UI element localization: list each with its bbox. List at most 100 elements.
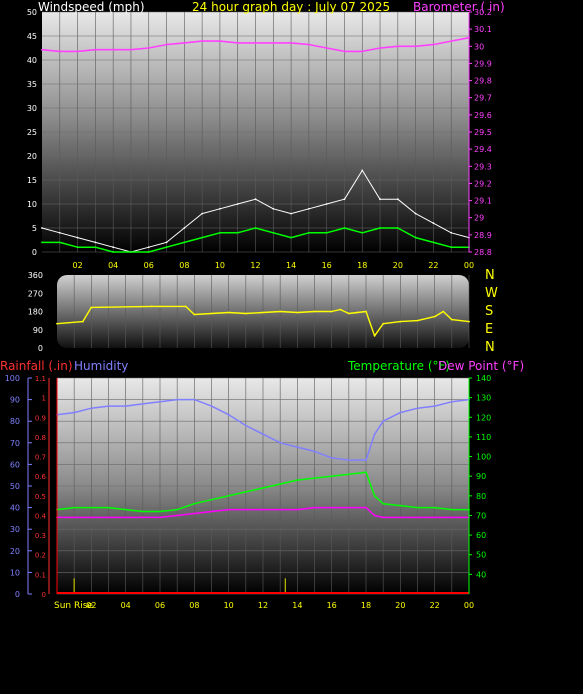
dewpoint-line-point (141, 516, 144, 519)
humidity-line-point (296, 446, 299, 449)
barometer-line-point (290, 41, 292, 44)
humidity-line-point (433, 405, 436, 407)
dewpoint-line-point (176, 514, 179, 517)
temp-xtick-label: 18 (361, 601, 371, 610)
temp-xtick-label: 06 (155, 601, 165, 610)
temperature-line-point (159, 510, 161, 513)
temperature-axis-title: Temperature (°F) (347, 359, 450, 373)
barometer-line-point (254, 41, 257, 44)
wind-xtick-label: 06 (144, 261, 154, 270)
wind-avg-line-point (201, 236, 204, 239)
wind-avg-line-point (450, 246, 453, 249)
wind-xtick-label: 22 (428, 261, 438, 270)
temperature-line-point (279, 483, 282, 485)
wind-direction-line-point (296, 311, 299, 314)
dir-ytick-label: 90 (33, 326, 43, 335)
humidity-line-point (107, 405, 110, 407)
rain-ytick-label: 0.1 (35, 571, 46, 579)
temp-ytick-label: 80 (476, 492, 486, 501)
barometer-line-point (219, 40, 221, 43)
temperature-line-point (399, 504, 402, 507)
temperature-line-point (365, 471, 367, 474)
rain-ytick-label: 0.3 (35, 532, 46, 540)
dewpoint-line-point (382, 516, 385, 519)
humidity-ytick-label: 70 (10, 439, 20, 448)
humidity-line-point (399, 411, 402, 414)
baro-ytick-label: 29.9 (474, 59, 492, 68)
wind-direction-line-point (399, 320, 402, 323)
temp-xtick-label: 14 (292, 601, 302, 610)
temp-xtick-label: 20 (395, 601, 405, 610)
temperature-line-point (244, 490, 247, 493)
baro-ytick-label: 29.8 (474, 77, 492, 86)
baro-ytick-label: 29.7 (474, 94, 492, 103)
wind-avg-line-point (414, 236, 417, 239)
humidity-line-point (365, 459, 367, 461)
wind-gust-line-point (219, 207, 221, 210)
dewpoint-line-point (107, 516, 110, 519)
barometer-line-point (130, 48, 132, 51)
wind-gust-line-point (41, 227, 43, 229)
humidity-ytick-label: 50 (10, 482, 20, 491)
humidity-axis-title: Humidity (74, 359, 128, 373)
humidity-line-point (244, 424, 247, 427)
temp-xtick-label: 04 (121, 601, 131, 610)
barometer-line-point (183, 41, 186, 44)
wind-direction-line-point (244, 312, 247, 315)
dewpoint-line-point (347, 506, 350, 509)
temp-xtick-label: 16 (327, 601, 337, 610)
dewpoint-line-point (244, 508, 247, 511)
temp-ytick-label: 60 (476, 531, 486, 540)
dir-ytick-label: 180 (28, 308, 43, 317)
humidity-line-point (159, 400, 161, 403)
wind-xtick-label: 18 (357, 261, 367, 270)
humidity-ytick-label: 0 (15, 590, 20, 599)
wind-avg-line-point (94, 246, 97, 249)
wind-gust-line-point (307, 207, 310, 210)
temperature-line-point (347, 473, 350, 476)
dewpoint-line-point (193, 512, 196, 515)
wind-xtick-label: 10 (215, 261, 225, 270)
wind-ytick-label: 50 (27, 8, 37, 17)
humidity-ytick-label: 40 (10, 504, 20, 513)
dewpoint-line-point (159, 516, 161, 519)
wind-xtick-label: 08 (179, 261, 189, 270)
temp-xtick-label: 02 (86, 601, 96, 610)
rain-ytick-label: 0.9 (35, 414, 46, 422)
barometer-line-point (201, 40, 204, 43)
wind-direction-line-point (468, 320, 470, 323)
dewpoint-line-point (399, 516, 402, 519)
temp-xtick-label: 22 (430, 601, 440, 610)
wind-avg-line-point (165, 246, 168, 249)
barometer-line-point (76, 50, 79, 53)
rain-ytick-label: 0.5 (35, 493, 46, 501)
temp-xtick-label: 08 (189, 601, 199, 610)
wind-gust-line-point (361, 169, 364, 172)
wind-direction-line-point (433, 315, 436, 318)
barometer-line-point (272, 41, 275, 44)
wind-avg-line-point (41, 241, 43, 244)
barometer-line-point (361, 50, 364, 53)
graph-title: 24 hour graph day : July 07 2025 (192, 0, 390, 14)
wind-gust-line-point (396, 198, 399, 201)
temperature-line-point (227, 494, 230, 497)
humidity-line-point (313, 450, 316, 453)
temp-ytick-label: 120 (476, 413, 491, 422)
humidity-line-point (416, 407, 419, 410)
wind-avg-line-point (130, 251, 132, 253)
temp-ytick-label: 130 (476, 394, 491, 403)
wind-gust-line-point (165, 241, 168, 244)
humidity-ytick-label: 20 (10, 547, 20, 556)
wind-direction-line-point (365, 310, 367, 313)
temperature-line-point (107, 506, 110, 509)
dewpoint-line-point (73, 516, 76, 519)
compass-n-bottom: N (485, 340, 495, 355)
wind-direction-line-point (184, 305, 187, 308)
wind-direction-line-point (382, 322, 385, 325)
compass-w: W (485, 286, 498, 301)
wind-avg-line-point (307, 231, 310, 234)
dewpoint-line-point (90, 516, 93, 519)
dewpoint-line-point (373, 514, 376, 517)
temperature-line-point (450, 508, 453, 511)
sunrise-label: Sun Rise (54, 601, 93, 611)
